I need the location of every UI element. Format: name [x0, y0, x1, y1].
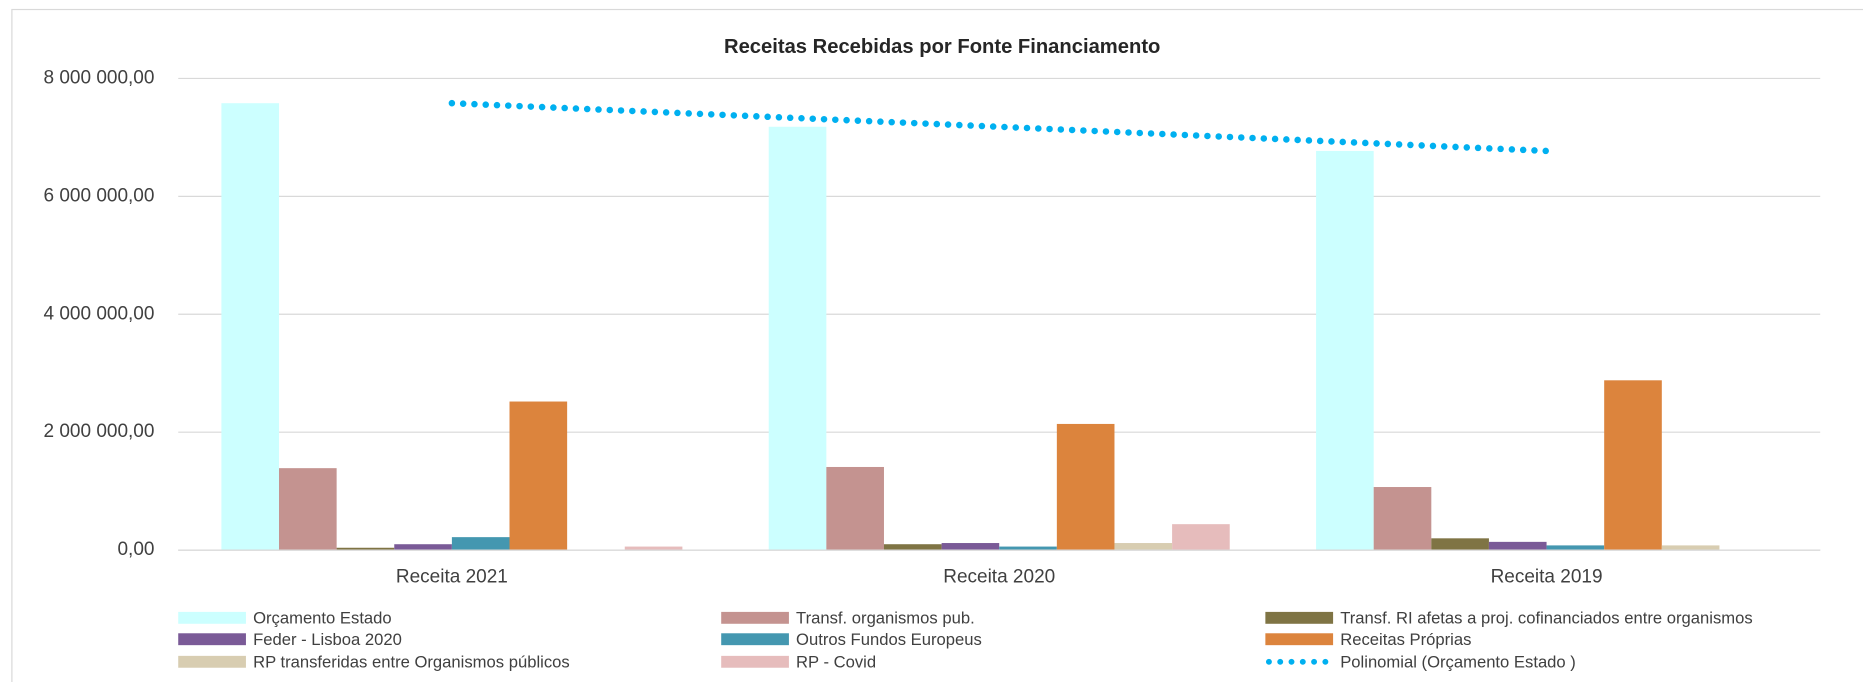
bar [1661, 545, 1720, 551]
x-tick-label: Receita 2021 [396, 566, 508, 587]
legend-label: Feder - Lisboa 2020 [253, 630, 402, 649]
y-tick-label: 4 000 000,00 [44, 303, 155, 324]
legend-swatch [1265, 611, 1334, 624]
legend-swatch [1265, 633, 1334, 646]
bar [509, 401, 568, 551]
bar [768, 126, 827, 551]
legend-label: Outros Fundos Europeus [796, 630, 982, 649]
bar [1604, 380, 1662, 551]
legend-swatch [178, 611, 246, 624]
legend-swatch [721, 655, 789, 668]
bar [451, 537, 510, 551]
legend-swatch [721, 633, 789, 646]
legend-label: Receitas Próprias [1340, 630, 1471, 649]
bar [1488, 541, 1547, 551]
bar [941, 543, 1000, 551]
legend-label: RP - Covid [796, 652, 876, 671]
legend-swatch [178, 633, 246, 646]
x-tick-label: Receita 2019 [1491, 566, 1603, 587]
bar [394, 544, 452, 551]
bar [1373, 487, 1432, 551]
bar [1172, 524, 1230, 551]
y-tick-label: 6 000 000,00 [44, 185, 155, 206]
legend-label: Orçamento Estado [253, 608, 392, 627]
y-tick-label: 0,00 [117, 539, 154, 560]
legend-label: Polinomial (Orçamento Estado ) [1340, 652, 1576, 671]
bar [221, 103, 280, 551]
bar [999, 546, 1057, 551]
y-tick-label: 8 000 000,00 [44, 67, 155, 88]
bar [279, 468, 337, 551]
bar [826, 466, 884, 551]
chart-title: Receitas Recebidas por Fonte Financiamen… [724, 36, 1160, 58]
y-tick-label: 2 000 000,00 [44, 421, 155, 442]
bar [1316, 150, 1374, 551]
bar [1546, 545, 1605, 551]
bar [1431, 538, 1489, 551]
legend-label: Transf. RI afetas a proj. cofinanciados … [1340, 608, 1752, 627]
legend-label: Transf. organismos pub. [796, 608, 975, 627]
bar [336, 547, 395, 551]
bar [624, 546, 683, 551]
bar [1114, 543, 1173, 551]
bar [1056, 423, 1115, 551]
legend-label: RP transferidas entre Organismos público… [253, 652, 570, 671]
x-tick-label: Receita 2020 [943, 566, 1055, 587]
bar [883, 544, 942, 551]
legend-swatch [178, 655, 246, 668]
legend-swatch [721, 611, 789, 624]
trendline [448, 99, 1550, 155]
